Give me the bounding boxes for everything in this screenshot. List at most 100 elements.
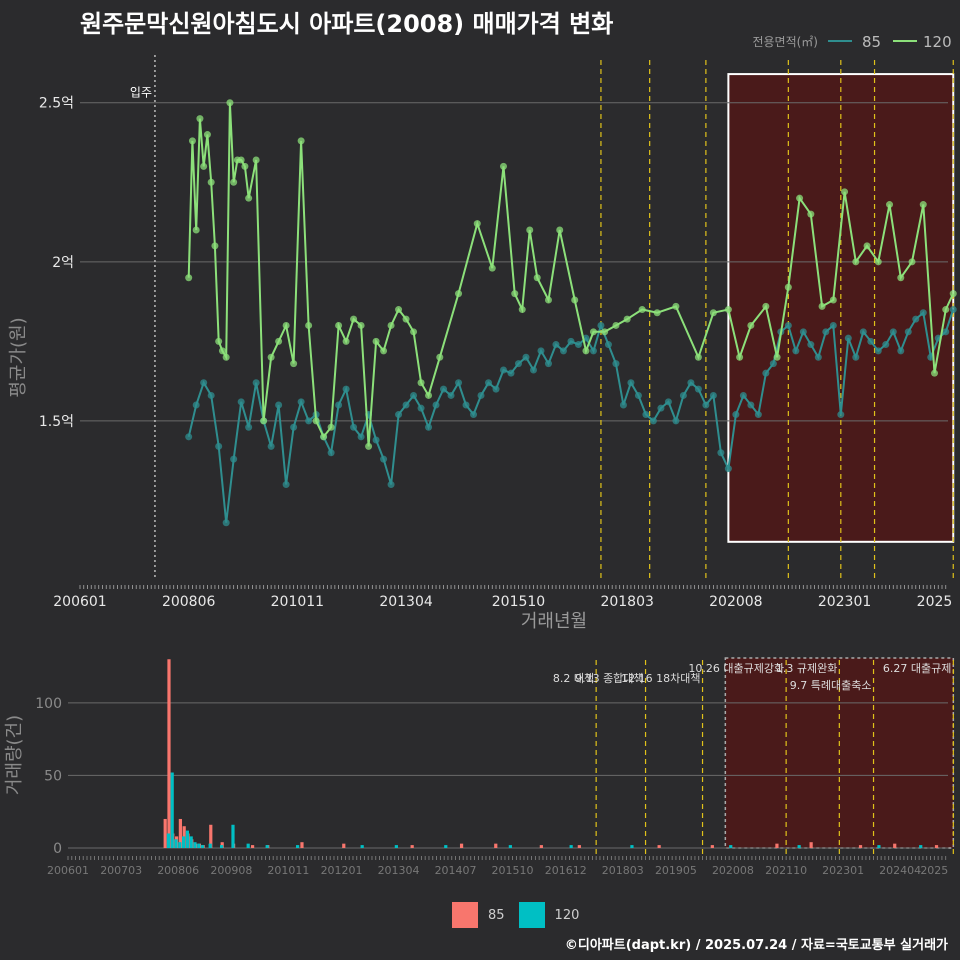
data-point-120 bbox=[623, 315, 631, 323]
data-point-85 bbox=[222, 519, 230, 527]
bar-85 bbox=[163, 818, 167, 848]
x-tick-label: 201510 bbox=[492, 594, 545, 610]
x-tick-label: 201304 bbox=[379, 594, 433, 610]
legend-label-85: 85 bbox=[488, 907, 505, 923]
data-point-120 bbox=[473, 220, 481, 228]
x-tick-label-bottom: 201407 bbox=[435, 864, 477, 877]
source-footer: ©디아파트(dapt.kr) / 2025.07.24 / 자료=국토교통부 실… bbox=[564, 938, 948, 953]
data-point-85 bbox=[859, 328, 867, 336]
data-point-85 bbox=[447, 391, 455, 399]
bar-120 bbox=[166, 833, 170, 848]
data-point-85 bbox=[350, 423, 358, 431]
data-point-120 bbox=[601, 328, 609, 336]
data-point-120 bbox=[556, 226, 564, 234]
data-point-120 bbox=[500, 162, 508, 170]
bar-85 bbox=[577, 845, 581, 848]
x-tick-label-bottom: 201011 bbox=[267, 864, 309, 877]
data-point-120 bbox=[335, 321, 343, 329]
data-point-120 bbox=[455, 290, 463, 298]
bar-120 bbox=[178, 842, 182, 848]
data-point-120 bbox=[297, 137, 305, 145]
event-label: 10.26 대출규제강화 bbox=[688, 662, 784, 675]
data-point-120 bbox=[488, 264, 496, 272]
data-point-85 bbox=[567, 337, 575, 345]
bar-85 bbox=[300, 842, 304, 848]
data-point-85 bbox=[604, 341, 612, 349]
data-point-120 bbox=[207, 178, 215, 186]
data-point-85 bbox=[327, 449, 335, 457]
x-tick-label-bottom: 201905 bbox=[655, 864, 697, 877]
data-point-120 bbox=[863, 242, 871, 250]
bar-120 bbox=[265, 845, 269, 848]
x-tick-label: 202301 bbox=[818, 594, 871, 610]
data-point-85 bbox=[709, 391, 717, 399]
data-point-85 bbox=[829, 321, 837, 329]
bar-120 bbox=[219, 845, 224, 848]
data-point-120 bbox=[672, 302, 680, 310]
event-label: 6.27 대출규제 bbox=[883, 662, 951, 675]
x-tick-label-bottom: 2025 bbox=[920, 864, 948, 877]
data-point-85 bbox=[792, 347, 800, 355]
bar-85 bbox=[459, 843, 464, 848]
data-point-120 bbox=[612, 321, 620, 329]
data-point-85 bbox=[297, 398, 305, 406]
data-point-85 bbox=[799, 328, 807, 336]
x-tick-label-bottom: 200908 bbox=[210, 864, 252, 877]
data-point-120 bbox=[897, 274, 905, 282]
data-point-85 bbox=[335, 401, 343, 409]
data-point-120 bbox=[589, 328, 597, 336]
bar-85 bbox=[539, 845, 543, 848]
data-point-85 bbox=[657, 404, 665, 412]
bar-120 bbox=[181, 836, 186, 848]
data-point-85 bbox=[574, 341, 582, 349]
data-point-85 bbox=[619, 401, 627, 409]
data-point-85 bbox=[882, 341, 890, 349]
data-point-120 bbox=[874, 258, 882, 266]
data-point-85 bbox=[470, 411, 478, 419]
data-point-85 bbox=[357, 433, 365, 441]
data-point-120 bbox=[196, 115, 204, 123]
bar-85 bbox=[934, 845, 939, 848]
bar-85 bbox=[893, 843, 897, 848]
x-tick-label-bottom: 200703 bbox=[100, 864, 142, 877]
data-point-85 bbox=[282, 481, 290, 489]
data-point-120 bbox=[773, 353, 781, 361]
data-point-120 bbox=[518, 306, 526, 314]
data-point-85 bbox=[395, 411, 403, 419]
data-point-85 bbox=[252, 379, 260, 387]
event-label: 12.16 18차대책 bbox=[621, 672, 700, 685]
data-point-120 bbox=[200, 162, 208, 170]
event-label: 9.7 특례대출축소 bbox=[790, 679, 872, 692]
data-point-85 bbox=[732, 411, 740, 419]
bar-85 bbox=[858, 845, 863, 848]
data-point-85 bbox=[919, 309, 927, 317]
bar-120 bbox=[919, 845, 923, 848]
bar-120 bbox=[569, 845, 573, 848]
data-point-85 bbox=[852, 353, 860, 361]
data-point-85 bbox=[275, 401, 283, 409]
data-point-120 bbox=[694, 353, 702, 361]
data-point-85 bbox=[507, 369, 515, 377]
data-point-120 bbox=[320, 433, 328, 441]
data-point-120 bbox=[807, 210, 815, 218]
data-point-120 bbox=[241, 162, 249, 170]
data-point-85 bbox=[589, 347, 597, 355]
x-tick-label-bottom: 201612 bbox=[545, 864, 587, 877]
chart-title: 원주문막신원아침도시 아파트(2008) 매매가격 변화 bbox=[80, 10, 614, 38]
y-tick-label: 1.5억 bbox=[39, 414, 74, 430]
data-point-120 bbox=[237, 156, 245, 164]
data-point-120 bbox=[192, 226, 200, 234]
data-point-120 bbox=[638, 306, 646, 314]
y-tick-label: 2억 bbox=[52, 255, 74, 271]
data-point-85 bbox=[739, 391, 747, 399]
data-point-85 bbox=[867, 337, 875, 345]
data-point-120 bbox=[511, 290, 519, 298]
data-point-120 bbox=[350, 315, 358, 323]
data-point-120 bbox=[425, 391, 433, 399]
data-point-120 bbox=[886, 201, 894, 209]
data-point-120 bbox=[387, 321, 395, 329]
data-point-85 bbox=[664, 398, 672, 406]
legend-swatch-85 bbox=[452, 902, 478, 928]
bar-85 bbox=[250, 845, 255, 848]
data-point-85 bbox=[874, 347, 882, 355]
